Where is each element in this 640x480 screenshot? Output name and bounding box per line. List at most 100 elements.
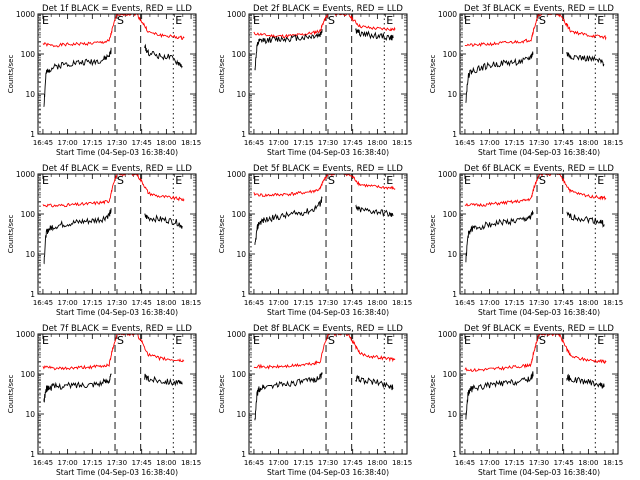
x-tick-label: 16:45 — [455, 459, 475, 467]
x-axis-label: Start Time (04-Sep-03 16:38:40) — [267, 148, 389, 157]
series-group — [253, 334, 396, 421]
series-group — [42, 174, 185, 265]
plot-frame — [37, 13, 197, 135]
marker-label: S — [539, 174, 546, 187]
x-tick-label: 17:30 — [318, 459, 338, 467]
x-tick-label: 18:15 — [392, 139, 412, 147]
y-tick-label: 100 — [21, 50, 36, 59]
y-axis-label: Counts/sec — [7, 375, 15, 414]
plot-frame — [459, 333, 619, 455]
marker-label: E — [597, 174, 604, 187]
marker-label: S — [328, 14, 335, 27]
marker-label: E — [464, 334, 471, 347]
marker-label: E — [597, 334, 604, 347]
x-tick-label: 16:45 — [455, 139, 475, 147]
x-tick-label: 18:00 — [367, 139, 387, 147]
x-tick-label: 18:00 — [578, 139, 598, 147]
panel-det-8: Det 8f BLACK = Events, RED = LLD Counts/s… — [218, 324, 412, 477]
marker-label: E — [386, 14, 393, 27]
x-tick-label: 17:15 — [82, 459, 102, 467]
y-tick-label: 100 — [443, 370, 458, 379]
marker-label: S — [539, 334, 546, 347]
y-tick-label: 1 — [30, 130, 35, 139]
x-tick-label: 18:00 — [367, 299, 387, 307]
marker-label: S — [117, 14, 124, 27]
y-tick-label: 1 — [452, 290, 457, 299]
series-group — [42, 334, 185, 403]
series-group — [42, 14, 185, 107]
x-tick-label: 18:15 — [603, 139, 623, 147]
panel-title: Det 3f BLACK = Events, RED = LLD — [464, 4, 614, 14]
x-tick-label: 17:15 — [82, 139, 102, 147]
x-tick-label: 17:30 — [107, 299, 127, 307]
x-tick-label: 18:15 — [603, 299, 623, 307]
events-series-line — [43, 208, 183, 265]
y-tick-label: 10 — [25, 250, 35, 259]
events-series-line — [43, 43, 183, 107]
x-tick-label: 16:45 — [33, 459, 53, 467]
x-tick-label: 17:15 — [293, 299, 313, 307]
y-tick-label: 10 — [236, 250, 246, 259]
marker-label: E — [42, 174, 49, 187]
y-tick-label: 1000 — [227, 330, 246, 339]
lld-series-line — [42, 174, 185, 208]
x-tick-label: 17:30 — [529, 139, 549, 147]
lld-series-line — [464, 14, 607, 48]
x-tick-label: 17:00 — [58, 459, 78, 467]
panel-title: Det 9f BLACK = Events, RED = LLD — [464, 324, 614, 334]
panel-title: Det 1f BLACK = Events, RED = LLD — [42, 4, 192, 14]
lld-series-line — [464, 174, 607, 208]
y-tick-label: 100 — [443, 210, 458, 219]
y-axis-label: Counts/sec — [218, 375, 226, 414]
marker-label: E — [386, 174, 393, 187]
lld-series-line — [42, 334, 185, 371]
x-tick-label: 17:45 — [132, 459, 152, 467]
x-tick-label: 16:45 — [244, 459, 264, 467]
y-axis-label: Counts/sec — [429, 215, 437, 254]
y-tick-label: 1000 — [16, 170, 35, 179]
x-axis-label: Start Time (04-Sep-03 16:38:40) — [478, 148, 600, 157]
y-tick-label: 100 — [232, 50, 247, 59]
x-tick-label: 17:45 — [343, 299, 363, 307]
marker-label: E — [175, 14, 182, 27]
panel-det-2: Det 2f BLACK = Events, RED = LLD Counts/s… — [218, 4, 412, 157]
y-tick-label: 1 — [30, 450, 35, 459]
panel-title: Det 7f BLACK = Events, RED = LLD — [42, 324, 192, 334]
marker-label: E — [175, 174, 182, 187]
y-tick-label: 1000 — [438, 10, 457, 19]
y-tick-label: 100 — [232, 370, 247, 379]
x-tick-label: 16:45 — [244, 139, 264, 147]
x-tick-label: 17:30 — [529, 299, 549, 307]
lld-series-line — [464, 334, 607, 372]
x-tick-label: 17:45 — [554, 299, 574, 307]
y-tick-label: 1 — [452, 450, 457, 459]
marker-label: S — [539, 14, 546, 27]
marker-label: E — [386, 334, 393, 347]
y-tick-label: 10 — [447, 410, 457, 419]
x-axis-label: Start Time (04-Sep-03 16:38:40) — [267, 468, 389, 477]
y-tick-label: 1000 — [16, 330, 35, 339]
x-tick-label: 18:15 — [181, 299, 201, 307]
series-group — [253, 174, 396, 245]
y-tick-label: 10 — [447, 90, 457, 99]
panel-title: Det 4f BLACK = Events, RED = LLD — [42, 164, 192, 174]
x-axis-label: Start Time (04-Sep-03 16:38:40) — [56, 308, 178, 317]
y-tick-label: 10 — [25, 90, 35, 99]
x-tick-label: 17:45 — [343, 139, 363, 147]
plot-frame — [248, 13, 408, 135]
y-tick-label: 1000 — [438, 170, 457, 179]
x-tick-label: 18:00 — [578, 459, 598, 467]
marker-label: E — [597, 14, 604, 27]
x-tick-label: 18:15 — [392, 459, 412, 467]
x-tick-label: 17:30 — [107, 459, 127, 467]
x-tick-label: 16:45 — [455, 299, 475, 307]
y-axis-label: Counts/sec — [7, 55, 15, 94]
panel-title: Det 5f BLACK = Events, RED = LLD — [253, 164, 403, 174]
lld-series-line — [253, 14, 396, 39]
y-tick-label: 10 — [236, 90, 246, 99]
x-tick-label: 17:30 — [318, 139, 338, 147]
x-tick-label: 16:45 — [244, 299, 264, 307]
x-tick-label: 18:15 — [181, 459, 201, 467]
plot-frame — [248, 173, 408, 295]
y-tick-label: 1 — [241, 450, 246, 459]
